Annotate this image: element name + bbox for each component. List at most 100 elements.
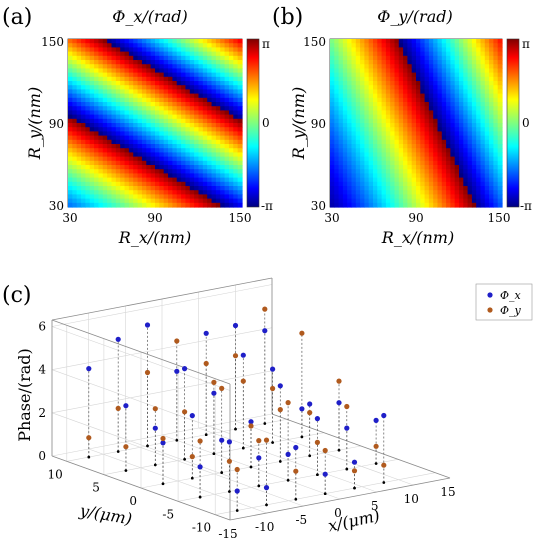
heatmap-cell <box>137 181 143 187</box>
heatmap-cell <box>484 114 490 120</box>
heatmap-cell <box>194 131 200 137</box>
heatmap-cell <box>181 177 187 183</box>
heatmap-cell <box>146 160 152 166</box>
heatmap-cell <box>338 169 344 174</box>
heatmap-cell <box>476 173 482 179</box>
heatmap-cell <box>489 123 494 128</box>
heatmap-cell <box>155 81 160 86</box>
heatmap-cell <box>463 39 469 44</box>
heatmap-cell <box>194 81 200 86</box>
heatmap-cell <box>124 165 130 170</box>
heatmap-cell <box>185 55 191 61</box>
heatmap-cell <box>463 156 469 162</box>
heatmap-cell <box>124 198 130 204</box>
heatmap-cell <box>497 60 503 65</box>
heatmap-cell <box>81 106 86 111</box>
heatmap-cell <box>159 118 165 124</box>
heatmap-cell <box>150 97 156 103</box>
heatmap-cell <box>155 43 160 48</box>
heatmap-cell <box>497 139 503 145</box>
heatmap-cell <box>163 198 169 204</box>
heatmap-cell <box>420 43 426 48</box>
heatmap-cell <box>115 76 121 82</box>
phi-y-point <box>299 330 305 336</box>
heatmap-cell <box>98 173 104 179</box>
heatmap-cell <box>459 51 464 57</box>
heatmap-cell <box>446 190 451 195</box>
heatmap-cell <box>124 127 130 132</box>
heatmap-cell <box>137 39 143 44</box>
heatmap-cell <box>394 39 400 44</box>
heatmap-cell <box>76 186 82 191</box>
heatmap-cell <box>98 97 104 103</box>
heatmap-cell <box>98 156 104 162</box>
heatmap-cell <box>446 135 451 141</box>
heatmap-cell <box>390 123 396 128</box>
heatmap-cell <box>381 139 387 145</box>
phi-x-point <box>226 439 232 445</box>
heatmap-cell <box>228 47 234 53</box>
heatmap-cell <box>338 156 344 162</box>
heatmap-cell <box>207 194 213 200</box>
heatmap-cell <box>330 160 335 166</box>
heatmap-cell <box>141 106 147 111</box>
heatmap-cell <box>146 76 152 82</box>
heatmap-cell <box>411 190 417 195</box>
heatmap-cell <box>360 60 365 65</box>
heatmap-cell <box>351 165 357 170</box>
heatmap-cell <box>385 72 391 78</box>
heatmap-cell <box>76 47 82 53</box>
heatmap-cell <box>137 186 143 191</box>
heatmap-cell <box>398 190 404 195</box>
heatmap-cell <box>437 139 443 145</box>
heatmap-cell <box>398 39 404 44</box>
heatmap-cell <box>198 202 204 208</box>
heatmap-cell <box>342 135 348 141</box>
heatmap-cell <box>403 114 408 120</box>
heatmap-cell <box>168 81 173 86</box>
heatmap-cell <box>202 190 208 195</box>
heatmap-cell <box>360 169 365 174</box>
heatmap-cell <box>385 148 391 153</box>
heatmap-cell <box>467 186 473 191</box>
heatmap-cell <box>411 139 417 145</box>
heatmap-cell <box>467 118 473 124</box>
heatmap-cell <box>471 102 477 107</box>
heatmap-cell <box>368 177 374 183</box>
heatmap-cell <box>146 39 152 44</box>
heatmap-cell <box>146 68 152 74</box>
heatmap-cell <box>360 72 365 78</box>
heatmap-cell <box>176 177 182 183</box>
heatmap-cell <box>237 152 243 158</box>
heatmap-cell <box>181 110 187 116</box>
heatmap-cell <box>98 60 104 65</box>
heatmap-cell <box>228 85 234 90</box>
heatmap-cell <box>450 194 456 200</box>
heatmap-cell <box>385 76 391 82</box>
heatmap-cell <box>407 169 413 174</box>
heatmap-cell <box>85 127 91 132</box>
stem-base-marker <box>234 427 237 431</box>
heatmap-cell <box>437 190 443 195</box>
heatmap-cell <box>224 181 230 187</box>
stem-base-marker <box>308 454 312 458</box>
heatmap-cell <box>194 152 200 158</box>
heatmap-cell <box>224 118 230 124</box>
heatmap-cell <box>155 102 160 107</box>
heatmap-cell <box>207 123 213 128</box>
heatmap-cell <box>172 139 178 145</box>
heatmap-cell <box>424 135 430 141</box>
heatmap-cell <box>459 55 464 61</box>
heatmap-cell <box>364 152 370 158</box>
heatmap-cell <box>403 60 408 65</box>
heatmap-cell <box>202 181 208 187</box>
heatmap-cell <box>420 135 426 141</box>
heatmap-cell <box>416 181 421 187</box>
heatmap-cell <box>407 152 413 158</box>
heatmap-cell <box>334 114 340 120</box>
heatmap-cell <box>237 85 243 90</box>
heatmap-cell <box>493 97 499 103</box>
heatmap-cell <box>68 177 73 183</box>
heatmap-cell <box>411 85 417 90</box>
heatmap-cell <box>347 114 353 120</box>
